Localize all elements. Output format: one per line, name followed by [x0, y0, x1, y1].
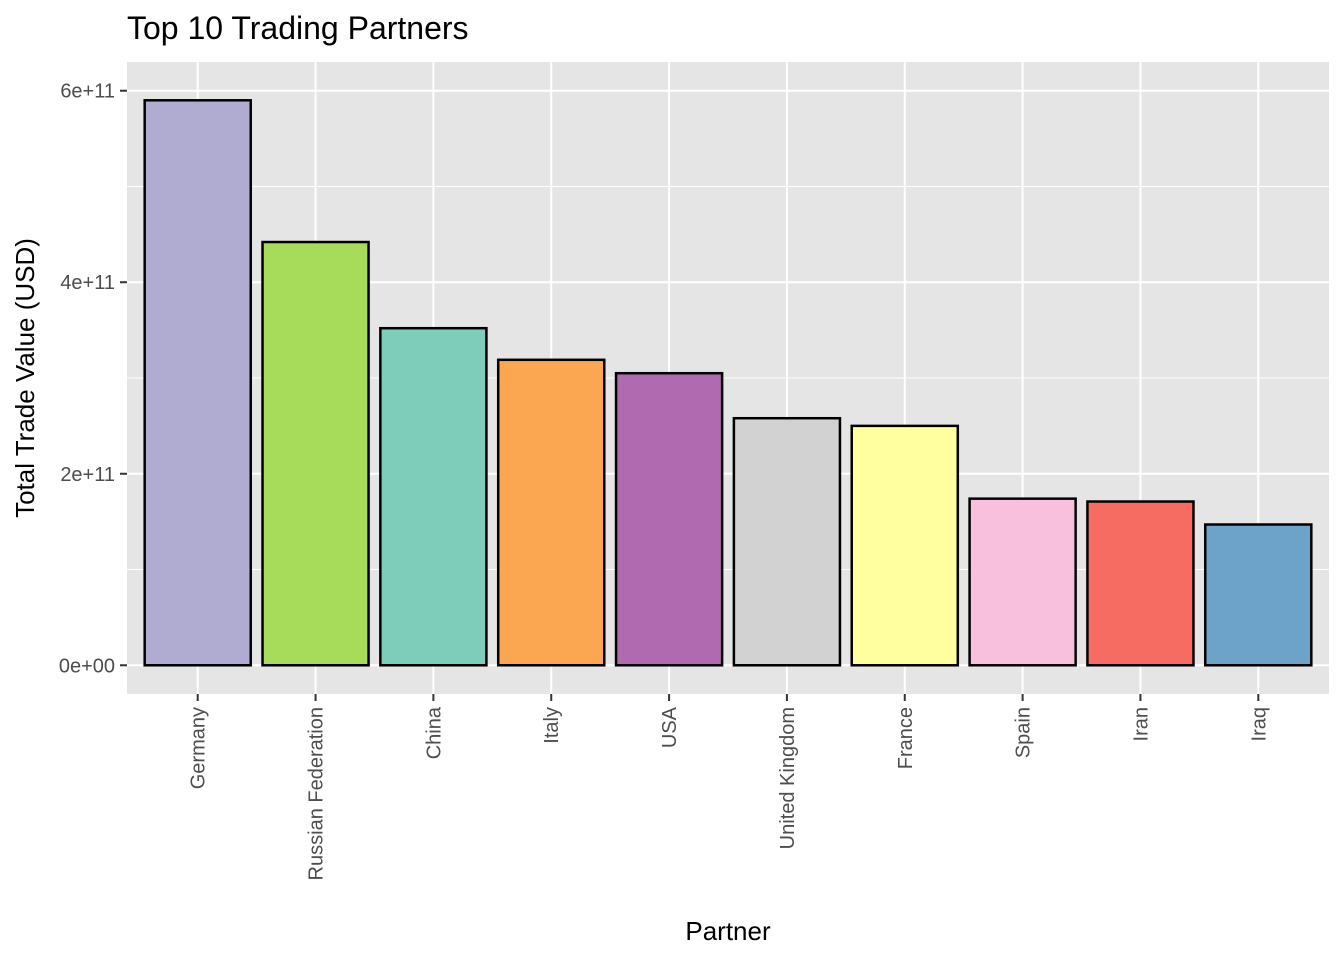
x-tick-label: United Kingdom — [777, 707, 799, 849]
y-tick-label: 6e+11 — [60, 81, 115, 103]
bar — [1086, 500, 1195, 667]
y-axis-title: Total Trade Value (USD) — [10, 238, 40, 518]
bar — [614, 371, 724, 667]
x-tick-label: Germany — [188, 707, 210, 789]
bar — [1204, 523, 1313, 667]
bar — [850, 424, 960, 667]
x-tick-label: USA — [659, 706, 681, 748]
bar — [496, 358, 606, 667]
chart-title: Top 10 Trading Partners — [127, 10, 469, 46]
bar — [732, 416, 842, 667]
bar — [379, 326, 488, 667]
x-axis: Germany Russian Federation China Italy USA Un… — [188, 694, 1270, 880]
x-tick-label: Russian Federation — [306, 707, 328, 880]
x-tick-label: China — [423, 706, 445, 759]
bars-group — [143, 99, 1313, 667]
bar — [261, 240, 370, 667]
y-tick-label: 4e+11 — [60, 272, 115, 294]
x-axis-title: Partner — [685, 916, 771, 946]
x-tick-label: Spain — [1013, 707, 1035, 758]
y-axis: 0e+00 2e+11 4e+11 6e+11 — [59, 81, 127, 677]
y-tick-label: 2e+11 — [60, 464, 115, 486]
x-tick-label: Iraq — [1248, 707, 1270, 741]
y-tick-label: 0e+00 — [59, 655, 115, 677]
bar — [143, 99, 252, 667]
x-tick-label: France — [895, 707, 917, 769]
x-tick-label: Iran — [1130, 707, 1152, 741]
x-tick-label: Italy — [541, 707, 563, 744]
bar — [968, 497, 1077, 667]
